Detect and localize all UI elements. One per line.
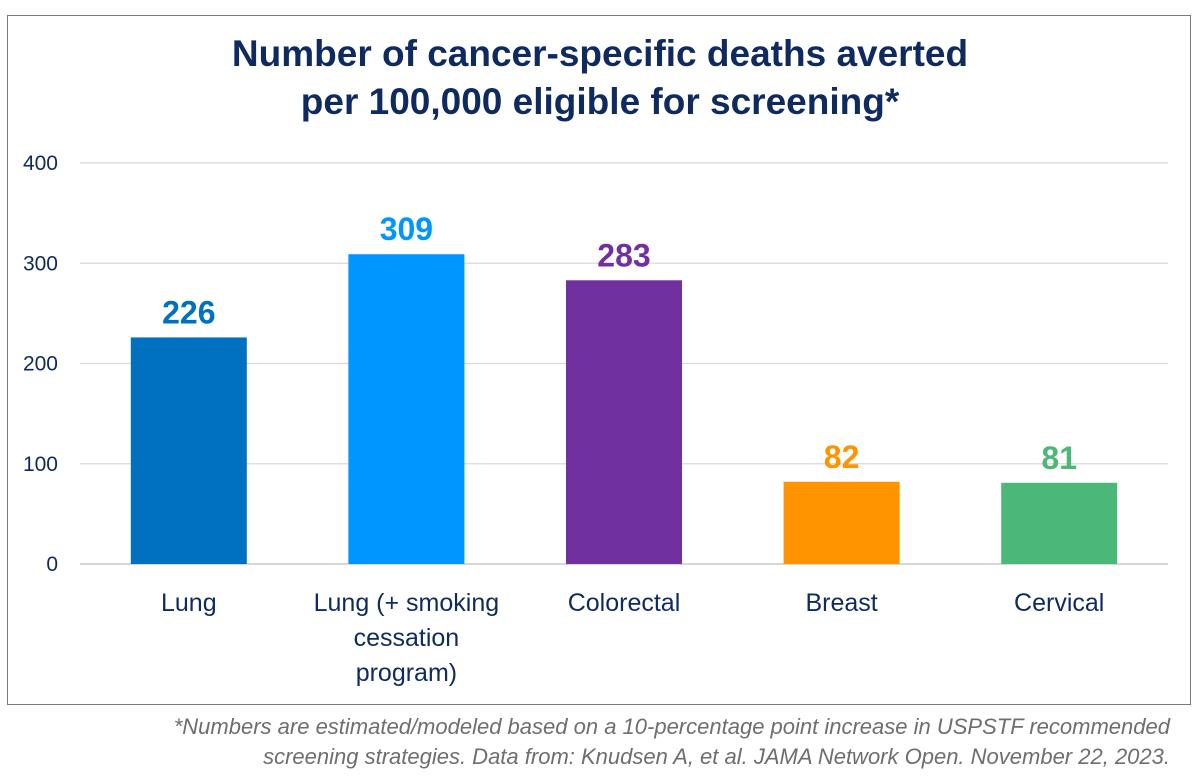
chart-title: Number of cancer-specific deaths averted… bbox=[0, 30, 1200, 126]
x-tick-label: Breast bbox=[805, 589, 877, 617]
y-tick-label: 0 bbox=[46, 553, 58, 576]
data-label: 82 bbox=[824, 439, 860, 475]
bar bbox=[348, 254, 465, 565]
bar bbox=[566, 280, 682, 564]
y-tick-label: 100 bbox=[23, 453, 58, 476]
data-label: 81 bbox=[1041, 440, 1077, 476]
x-tick-label: program) bbox=[356, 659, 457, 687]
x-tick-label: cessation bbox=[354, 624, 460, 652]
bar bbox=[130, 337, 247, 564]
footnote-line-2: screening strategies. Data from: Knudsen… bbox=[263, 744, 1170, 769]
x-tick-label: Lung (+ smoking bbox=[314, 589, 500, 617]
y-tick-label: 200 bbox=[23, 353, 58, 376]
bar bbox=[1001, 482, 1118, 564]
y-tick-label: 400 bbox=[23, 152, 58, 175]
x-tick-label: Colorectal bbox=[568, 589, 681, 617]
footnote-line-1: *Numbers are estimated/modeled based on … bbox=[173, 714, 1170, 739]
chart-title-line-1: Number of cancer-specific deaths averted bbox=[231, 33, 969, 74]
chart-title-line-2: per 100,000 eligible for screening* bbox=[300, 81, 900, 122]
data-label: 309 bbox=[380, 211, 433, 247]
x-tick-label: Cervical bbox=[1014, 589, 1104, 617]
data-label: 283 bbox=[597, 237, 650, 273]
bar bbox=[783, 481, 900, 564]
y-tick-label: 300 bbox=[23, 252, 58, 275]
data-label: 226 bbox=[162, 294, 215, 330]
footnote: *Numbers are estimated/modeled based on … bbox=[174, 712, 1170, 772]
x-tick-label: Lung bbox=[161, 589, 217, 617]
